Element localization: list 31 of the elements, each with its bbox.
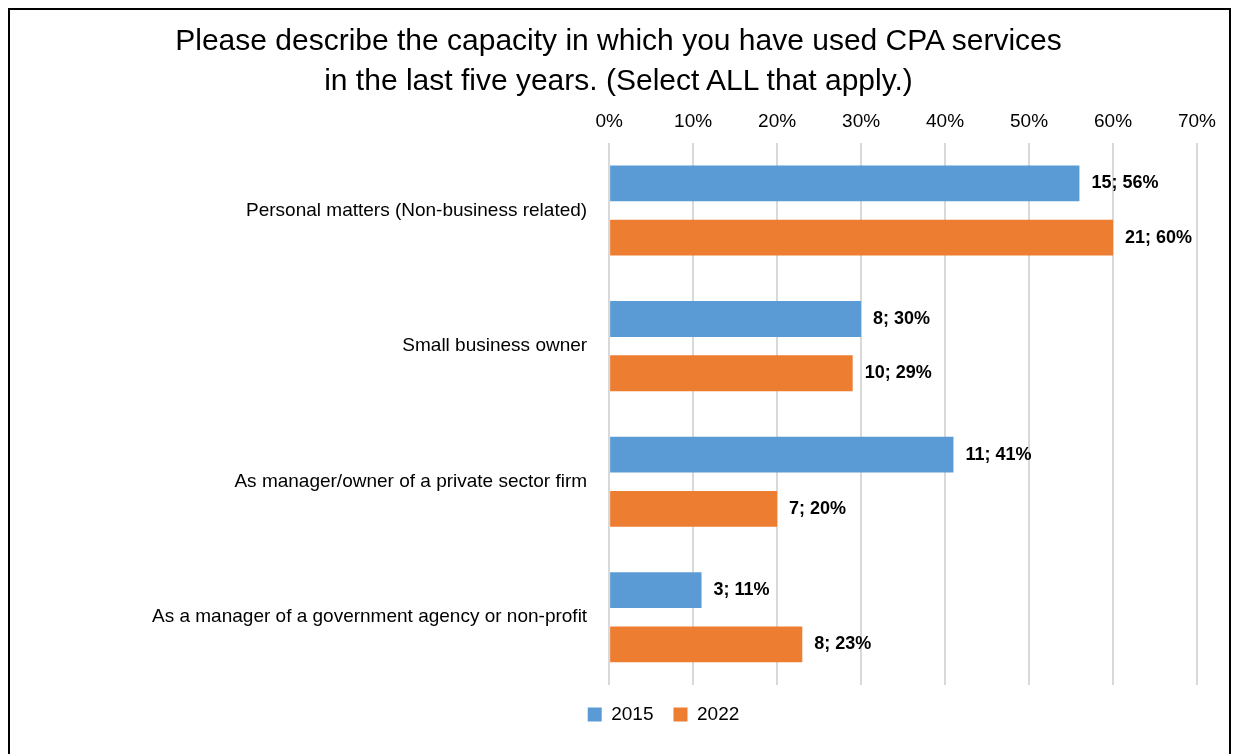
bar <box>610 436 954 473</box>
x-tick-label: 30% <box>842 109 881 131</box>
y-tick-label: As manager/owner of a private sector firm <box>234 469 588 491</box>
data-label: 8; 30% <box>873 307 931 328</box>
data-label: 7; 20% <box>789 497 847 518</box>
data-label: 11; 41% <box>965 443 1032 464</box>
bar <box>610 572 702 609</box>
legend-label: 2022 <box>697 702 740 724</box>
legend-label: 2015 <box>611 702 654 724</box>
x-tick-label: 40% <box>926 109 965 131</box>
bar <box>610 490 778 527</box>
x-tick-label: 70% <box>1177 109 1217 131</box>
data-label: 8; 23% <box>814 633 872 654</box>
chart-title: Please describe the capacity in which you have used CPA services in the last five years. (Select ALL that apply.) <box>174 22 1063 98</box>
x-tick-label: 50% <box>1010 109 1049 131</box>
x-tick-label: 0% <box>595 109 623 131</box>
bar <box>610 219 1114 256</box>
data-label: 21; 60% <box>1125 226 1193 247</box>
data-label: 3; 11% <box>713 579 770 600</box>
x-tick-label: 20% <box>758 109 797 131</box>
data-label: 15; 56% <box>1091 172 1159 193</box>
y-tick-label: As a manager of a government agency or non-profit <box>151 605 588 627</box>
y-tick-label: Personal matters (Non-business related) <box>246 198 588 220</box>
y-tick-label: Small business owner <box>402 334 588 356</box>
x-tick-label: 60% <box>1094 109 1133 131</box>
x-tick-label: 10% <box>674 109 713 131</box>
data-label: 10; 29% <box>864 362 932 383</box>
bar <box>610 301 862 337</box>
bar <box>610 355 853 392</box>
bar <box>610 165 1080 202</box>
bar <box>610 626 803 663</box>
